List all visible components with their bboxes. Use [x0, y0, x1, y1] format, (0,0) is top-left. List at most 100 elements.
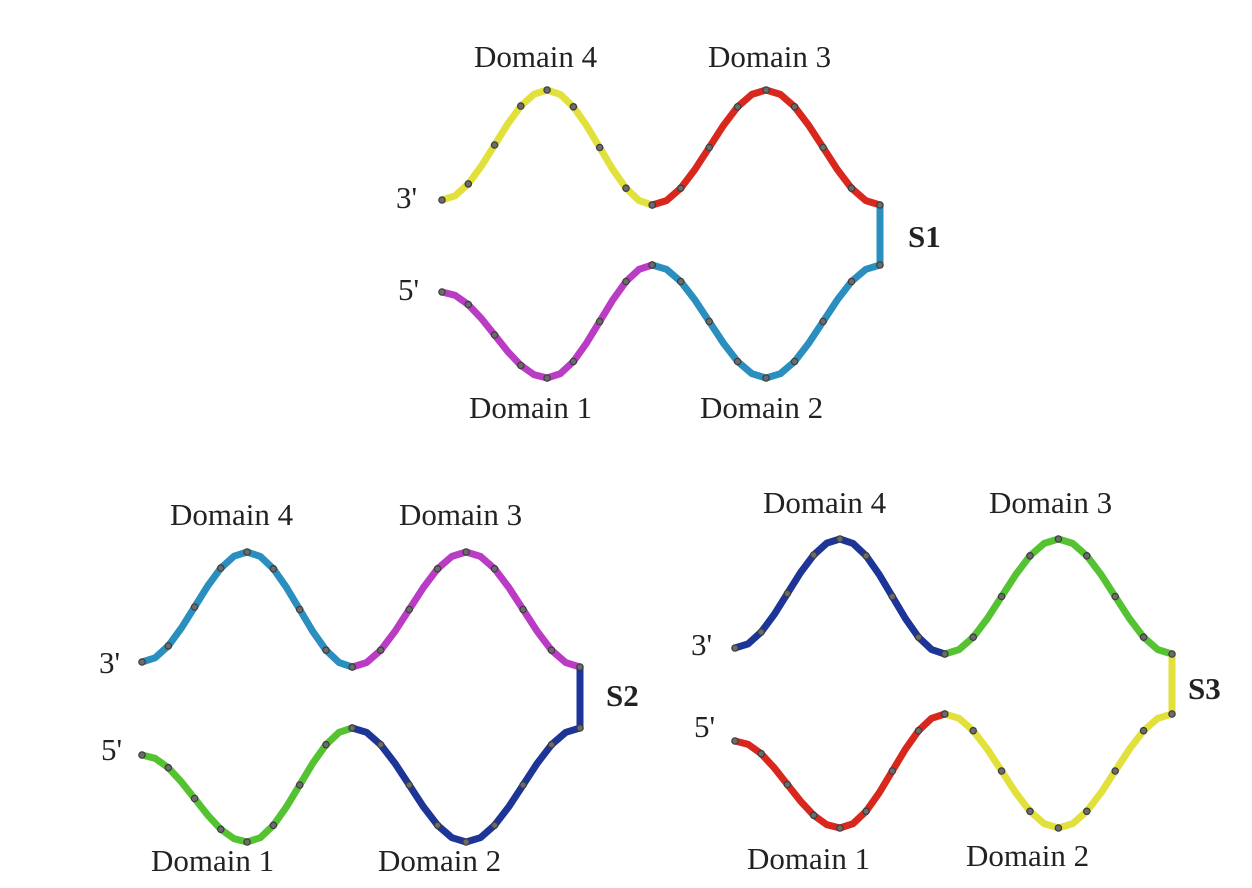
- s3-strand-node: [809, 811, 818, 820]
- s3-strand-node: [1026, 807, 1034, 816]
- s2-strand-node: [576, 724, 584, 732]
- s1-strand-node: [438, 288, 446, 296]
- structure-s2: Domain 4 Domain 3 Domain 1 Domain 2 3' 5…: [99, 497, 639, 878]
- s1-strand-node: [762, 374, 770, 382]
- s2-strand-node: [190, 794, 199, 803]
- s1-strand-node: [790, 103, 799, 111]
- s3-strand-node: [1168, 650, 1176, 658]
- s1-strand-node: [464, 180, 473, 188]
- s1-strand-node: [790, 357, 799, 366]
- s1-domain1-strand: [438, 261, 656, 382]
- s2-strand-node: [376, 646, 385, 655]
- s1-strand-node: [733, 357, 742, 366]
- s3-strand-node: [1111, 767, 1120, 775]
- s2-strand-node: [217, 825, 225, 834]
- s2-domain4-label: Domain 4: [170, 497, 294, 532]
- s2-strand-node: [348, 663, 357, 671]
- s2-strand-node: [269, 564, 278, 573]
- s1-strand-node: [490, 331, 499, 339]
- s2-domain1-strand: [138, 724, 356, 846]
- s1-strand-node: [819, 317, 827, 326]
- s1-strand-node: [705, 143, 714, 152]
- s3-strand-node: [809, 551, 818, 559]
- s3-strand-node: [969, 633, 978, 642]
- s2-structure-name: S2: [606, 678, 639, 713]
- s3-strand-node: [914, 633, 923, 642]
- s2-strand-node: [547, 740, 556, 749]
- s2-strand-node: [433, 564, 442, 573]
- s1-strand-node: [543, 86, 551, 94]
- s1-strand-node: [819, 143, 827, 152]
- s1-domain2-strand: [648, 261, 884, 382]
- s1-strand-node: [648, 261, 657, 269]
- s3-domain4-label: Domain 4: [763, 485, 887, 520]
- s1-strand-node: [648, 201, 657, 209]
- s1-domain3-label: Domain 3: [708, 39, 831, 74]
- s3-strand-node: [969, 726, 978, 735]
- s1-domain4-label: Domain 4: [474, 39, 598, 74]
- s1-strands: [438, 86, 884, 382]
- s3-5prime-label: 5': [694, 709, 715, 744]
- s3-strand-node: [783, 780, 792, 789]
- s2-strand-node: [433, 821, 442, 830]
- s3-strand-node: [836, 824, 844, 832]
- s1-strand-node: [569, 103, 578, 111]
- s1-strand-node: [490, 141, 499, 149]
- s3-strand-node: [1139, 726, 1148, 735]
- s3-strand-node: [757, 749, 766, 758]
- s1-strand-node: [622, 277, 630, 286]
- s3-domain3-label: Domain 3: [989, 485, 1112, 520]
- s2-strand-node: [490, 821, 499, 830]
- s3-strand-node: [1054, 535, 1063, 543]
- s2-strand-node: [217, 564, 225, 572]
- s3-strand-node: [757, 628, 766, 636]
- s3-strand-node: [914, 726, 923, 735]
- s1-strand-node: [595, 317, 604, 326]
- s3-strands: [731, 535, 1176, 832]
- s3-domain3-strand: [941, 535, 1176, 658]
- s2-strand-node: [490, 564, 499, 573]
- s1-strand-node: [847, 184, 856, 193]
- s1-strand-node: [876, 261, 884, 269]
- s2-strand-node: [405, 781, 414, 789]
- s3-strand-node: [1083, 807, 1091, 816]
- s3-domain1-strand: [731, 710, 949, 832]
- s3-strand-node: [1026, 551, 1034, 560]
- s3-strand-node: [1083, 551, 1091, 560]
- s1-3prime-label: 3': [396, 180, 417, 215]
- s3-strand-node: [888, 767, 897, 775]
- s3-strand-node: [940, 650, 949, 658]
- s2-strand-node: [295, 781, 304, 789]
- s1-strand-node: [622, 184, 630, 193]
- s1-strand-node: [705, 317, 714, 326]
- structure-s3: Domain 4 Domain 3 Domain 1 Domain 2 3' 5…: [691, 485, 1221, 876]
- s2-5prime-label: 5': [101, 732, 122, 767]
- s2-strand-node: [462, 838, 470, 846]
- s2-strand-node: [243, 838, 251, 846]
- s2-strand-node: [322, 740, 330, 749]
- s2-domain4-strand: [138, 548, 356, 671]
- s1-strand-node: [876, 201, 884, 209]
- s3-strand-node: [1111, 592, 1120, 601]
- s3-domain1-label: Domain 1: [747, 841, 870, 876]
- s2-strand-node: [164, 763, 173, 772]
- s2-strands: [138, 548, 584, 846]
- s1-strand-node: [676, 184, 685, 193]
- s2-strand-node: [519, 605, 527, 614]
- s3-strand-node: [940, 710, 949, 718]
- s2-strand-node: [348, 724, 357, 732]
- s2-strand-node: [243, 548, 251, 556]
- s2-strand-node: [138, 658, 146, 666]
- s1-strand-node: [847, 277, 856, 286]
- s3-3prime-label: 3': [691, 627, 712, 662]
- s1-strand-node: [762, 86, 770, 94]
- s3-strand-node: [888, 592, 897, 601]
- s1-strand-node: [569, 357, 578, 366]
- s2-strand-node: [138, 751, 146, 759]
- s1-5prime-label: 5': [398, 272, 419, 307]
- s3-domain2-strand: [941, 710, 1176, 832]
- s3-strand-node: [783, 589, 792, 598]
- s1-strand-node: [595, 143, 604, 152]
- s3-strand-node: [1168, 710, 1176, 718]
